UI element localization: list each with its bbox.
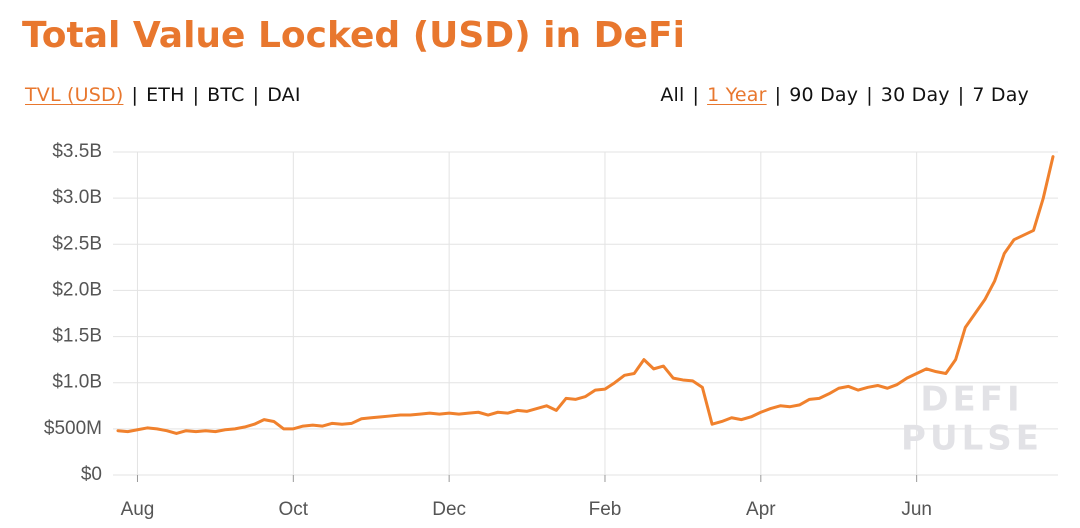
tab[interactable]: 7 Day [972, 84, 1029, 106]
tab[interactable]: DAI [267, 84, 301, 106]
tab-separator: | [774, 84, 782, 106]
x-tick-label: Aug [121, 499, 155, 520]
y-tick-label: $1.5B [52, 326, 102, 347]
x-tick-label: Feb [589, 499, 622, 520]
x-tick-label: Dec [432, 499, 466, 520]
x-tick-label: Oct [279, 499, 309, 520]
tab-separator: | [866, 84, 873, 106]
y-tick-label: $2.0B [52, 279, 102, 300]
tab[interactable]: ETH [146, 84, 185, 106]
tab-separator: | [692, 84, 700, 106]
tab-separator: | [957, 84, 965, 106]
y-tick-label: $1.0B [52, 372, 102, 393]
y-tick-label: $500M [44, 418, 102, 439]
tab[interactable]: TVL (USD) [25, 84, 124, 106]
tab[interactable]: BTC [207, 84, 245, 106]
y-tick-label: $2.5B [52, 233, 102, 254]
range-tabs: All | 1 Year | 90 Day | 30 Day | 7 Day [660, 84, 1029, 106]
tab[interactable]: All [660, 84, 685, 106]
tab[interactable]: 90 Day [789, 84, 859, 106]
y-tick-label: $3.5B [52, 141, 102, 162]
chart-title: Total Value Locked (USD) in DeFi [22, 15, 685, 56]
y-tick-label: $3.0B [52, 187, 102, 208]
watermark: PULSE [901, 419, 1043, 459]
tab[interactable]: 30 Day [880, 84, 950, 106]
y-tick-label: $0 [81, 464, 102, 485]
tvl-line [116, 155, 1055, 435]
tab[interactable]: 1 Year [707, 84, 767, 106]
watermark: DEFI [920, 380, 1023, 420]
tab-separator: | [192, 84, 200, 106]
tab-separator: | [131, 84, 139, 106]
x-tick-label: Apr [746, 499, 776, 520]
x-tick-label: Jun [901, 499, 932, 520]
tab-separator: | [252, 84, 260, 106]
metric-tabs: TVL (USD) | ETH | BTC | DAI [25, 84, 301, 106]
